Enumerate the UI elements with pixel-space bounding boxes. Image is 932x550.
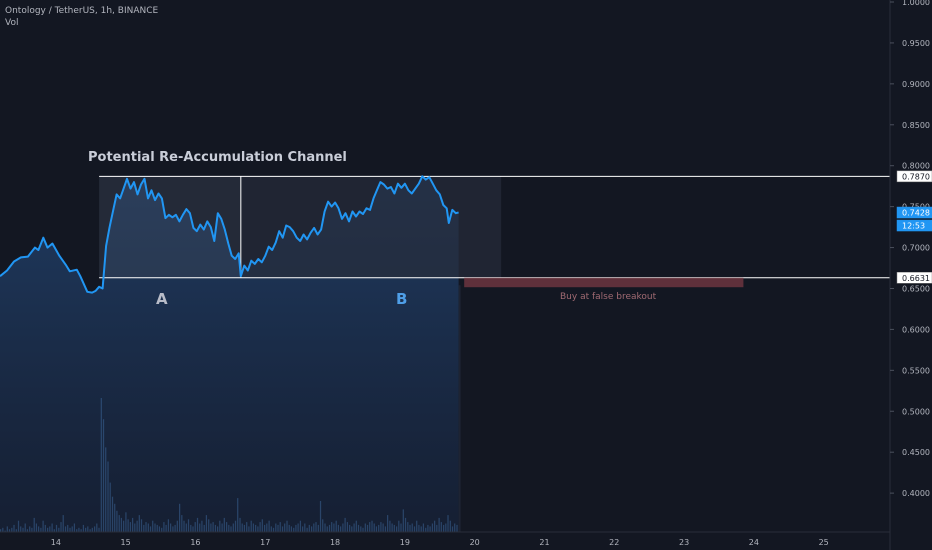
price-series-line [0,175,459,294]
time-tick-label: 20 [470,538,480,547]
zone-label: Buy at false breakout [560,292,657,302]
price-tick-label: 0.5500 [902,366,930,375]
countdown-label: 12:53 [902,222,925,231]
bottom-price-label-bg [896,272,932,284]
price-tick-label: 0.9000 [902,80,930,89]
time-tick-label: 22 [609,538,619,547]
channel-box-b [240,176,502,278]
last-candle-divider [458,285,461,532]
channel-box-a [99,176,241,278]
symbol-title[interactable]: Ontology / TetherUS, 1h, BINANCE [5,6,159,16]
time-tick-label: 14 [51,538,61,547]
price-tick-label: 0.4500 [902,448,930,457]
time-tick-label: 17 [260,538,270,547]
channel-overlay[interactable] [99,175,890,288]
time-tick-label: 19 [400,538,410,547]
time-tick-label: 18 [330,538,340,547]
price-tick-label: 0.4000 [902,489,930,498]
price-tick-label: 0.8000 [902,162,930,171]
price-tick-label: 0.6500 [902,284,930,293]
time-tick-label: 16 [190,538,200,547]
buy-zone [464,277,744,288]
label-b: B [396,290,407,308]
price-axis[interactable]: 1.00000.95000.90000.85000.80000.75000.70… [889,0,932,550]
time-tick-label: 23 [679,538,689,547]
price-line [0,175,459,294]
time-tick-label: 21 [539,538,549,547]
label-a: A [156,290,168,308]
countdown-label-bg [896,219,932,232]
annotations: Potential Re-Accumulation Channel A B Bu… [88,150,657,308]
top-price-label-bg [896,170,932,183]
price-tick-label: 0.5000 [902,407,930,416]
top-price-label: 0.7870 [902,172,930,181]
time-tick-label: 24 [749,538,759,547]
price-tick-label: 0.9500 [902,39,930,48]
last-price-label: 0.7428 [902,209,930,218]
bottom-price-label: 0.6631 [902,274,930,283]
time-tick-label: 15 [121,538,131,547]
price-tick-label: 0.7000 [902,244,930,253]
channel-title: Potential Re-Accumulation Channel [88,150,347,165]
time-tick-label: 25 [819,538,829,547]
price-tick-label: 1.0000 [902,0,930,7]
volume-indicator-label[interactable]: Vol [5,18,19,28]
price-tick-label: 0.6000 [902,325,930,334]
last-price-label-bg [896,206,932,219]
time-axis[interactable]: 14 15 16 17 18 19 20 21 22 23 24 25 [0,531,890,547]
price-tick-label: 0.8500 [902,121,930,130]
